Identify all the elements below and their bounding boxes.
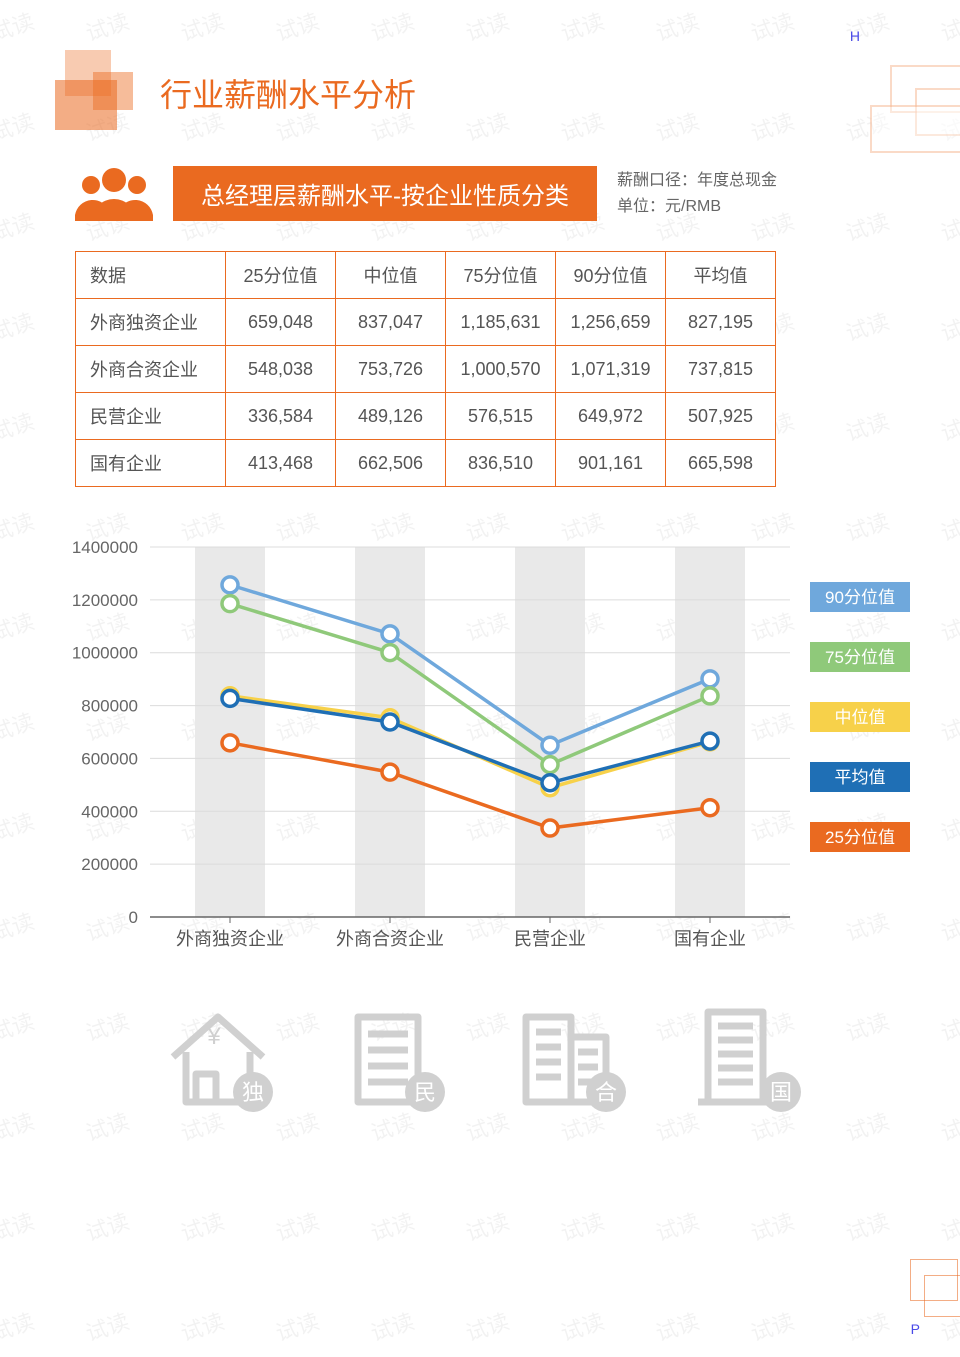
table-cell: 665,598 (666, 440, 776, 487)
table-header-cell: 25分位值 (226, 252, 336, 299)
building2-icon: 合 (508, 1002, 628, 1112)
table-cell: 662,506 (336, 440, 446, 487)
table-cell: 外商独资企业 (76, 299, 226, 346)
table-row: 民营企业336,584489,126576,515649,972507,925 (76, 393, 776, 440)
table-cell: 649,972 (556, 393, 666, 440)
building3-icon: 国 (683, 1002, 803, 1112)
badge-label-3: 国 (769, 1080, 791, 1105)
svg-text:90分位值: 90分位值 (825, 588, 895, 607)
table-header-cell: 中位值 (336, 252, 446, 299)
table-cell: 1,185,631 (446, 299, 556, 346)
table-cell: 659,048 (226, 299, 336, 346)
table-cell: 413,468 (226, 440, 336, 487)
people-icon (75, 166, 153, 221)
svg-text:外商合资企业: 外商合资企业 (336, 929, 444, 949)
svg-text:75分位值: 75分位值 (825, 648, 895, 667)
table-cell: 336,584 (226, 393, 336, 440)
meta-line-2: 单位：元/RMB (617, 194, 777, 220)
meta-line-1: 薪酬口径：年度总现金 (617, 168, 777, 194)
svg-text:400000: 400000 (81, 802, 138, 821)
table-cell: 827,195 (666, 299, 776, 346)
svg-text:25分位值: 25分位值 (825, 828, 895, 847)
svg-text:1000000: 1000000 (72, 644, 138, 663)
svg-text:200000: 200000 (81, 855, 138, 874)
house-icon: ¥ 独 (158, 1002, 278, 1112)
badge-label-1: 民 (413, 1080, 435, 1105)
svg-text:1400000: 1400000 (72, 538, 138, 557)
section-meta: 薪酬口径：年度总现金 单位：元/RMB (617, 168, 777, 219)
svg-text:800000: 800000 (81, 697, 138, 716)
badge-label-0: 独 (241, 1080, 263, 1105)
table-header-cell: 75分位值 (446, 252, 556, 299)
section-header: 总经理层薪酬水平-按企业性质分类 薪酬口径：年度总现金 单位：元/RMB (0, 136, 960, 231)
table-header-cell: 数据 (76, 252, 226, 299)
table-cell: 507,925 (666, 393, 776, 440)
svg-text:600000: 600000 (81, 749, 138, 768)
table-cell: 489,126 (336, 393, 446, 440)
table-header-cell: 平均值 (666, 252, 776, 299)
badge-label-2: 合 (594, 1080, 616, 1105)
table-row: 外商合资企业548,038753,7261,000,5701,071,31973… (76, 346, 776, 393)
table-cell: 836,510 (446, 440, 556, 487)
table-cell: 837,047 (336, 299, 446, 346)
table-cell: 外商合资企业 (76, 346, 226, 393)
line-chart: 0 200000 400000 600000 800000 1000000 1200000 1… (40, 527, 920, 972)
table-cell: 576,515 (446, 393, 556, 440)
page-header: 行业薪酬水平分析 (0, 0, 960, 136)
table-row: 国有企业413,468662,506836,510901,161665,598 (76, 440, 776, 487)
svg-text:中位值: 中位值 (835, 708, 886, 727)
header-squares-deco (55, 50, 145, 140)
building1-icon: 民 (333, 1002, 453, 1112)
svg-text:1200000: 1200000 (72, 591, 138, 610)
table-cell: 1,256,659 (556, 299, 666, 346)
footer-enterprise-icons: ¥ 独 民 合 (0, 1002, 960, 1112)
corner-letter-p: P (911, 1321, 920, 1337)
table-cell: 1,071,319 (556, 346, 666, 393)
svg-text:外商独资企业: 外商独资企业 (176, 929, 284, 949)
table-cell: 1,000,570 (446, 346, 556, 393)
svg-text:民营企业: 民营企业 (514, 929, 586, 949)
table-cell: 国有企业 (76, 440, 226, 487)
svg-text:0: 0 (129, 908, 138, 927)
svg-text:¥: ¥ (206, 1023, 221, 1050)
table-cell: 753,726 (336, 346, 446, 393)
section-title-bar: 总经理层薪酬水平-按企业性质分类 (173, 166, 597, 221)
salary-table: 数据25分位值中位值75分位值90分位值平均值 外商独资企业659,048837… (75, 251, 776, 487)
table-cell: 737,815 (666, 346, 776, 393)
page-title: 行业薪酬水平分析 (160, 50, 900, 116)
svg-text:国有企业: 国有企业 (674, 929, 746, 949)
svg-text:平均值: 平均值 (835, 768, 886, 787)
table-cell: 民营企业 (76, 393, 226, 440)
table-cell: 901,161 (556, 440, 666, 487)
table-cell: 548,038 (226, 346, 336, 393)
table-header-cell: 90分位值 (556, 252, 666, 299)
table-row: 外商独资企业659,048837,0471,185,6311,256,65982… (76, 299, 776, 346)
